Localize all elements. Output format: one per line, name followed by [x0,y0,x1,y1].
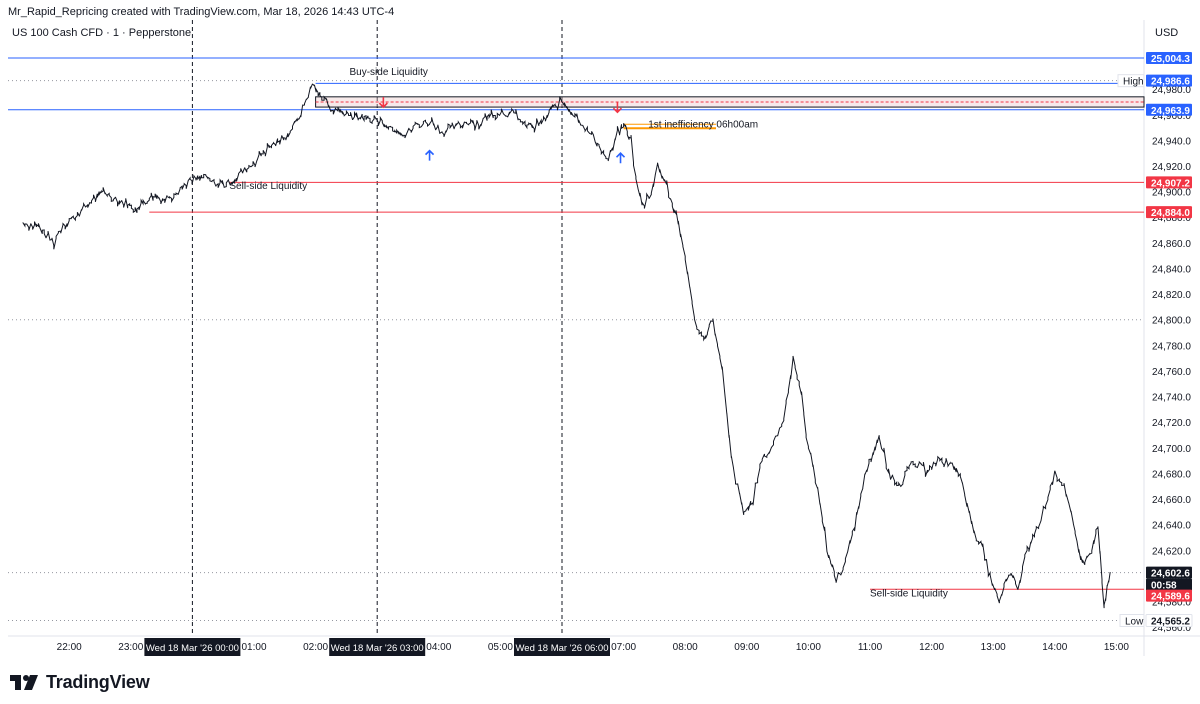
y-tick-label: 24,740.0 [1152,393,1191,404]
price-label-box-4 [1146,206,1192,219]
high-tag: High [1123,77,1144,88]
y-tick-label: 24,940.0 [1152,136,1191,147]
tradingview-logo-icon [10,675,38,690]
price-label-box-3 [1146,176,1192,189]
price-label: 24,565.2 [1151,616,1190,627]
price-label-box-8 [1145,613,1193,627]
y-tick-label: 24,720.0 [1152,418,1191,429]
x-tick-label: 07:00 [611,642,636,653]
y-tick-label: 24,620.0 [1152,546,1191,557]
annotation-2: 1st inefficiency 06h00am [648,120,758,131]
x-highlight-label: Wed 18 Mar '26 00:00 [146,643,239,654]
x-tick-label: 22:00 [57,642,82,653]
x-tick-label: 14:00 [1042,642,1067,653]
price-label: 24,884.0 [1151,208,1190,219]
y-tick-label: 24,700.0 [1152,444,1191,455]
price-label: 24,602.6 [1151,569,1190,580]
x-highlight-box-2 [514,638,610,656]
x-tick-label: 01:00 [241,642,266,653]
price-label-box-5 [1146,566,1192,579]
price-label: 24,986.6 [1151,77,1190,88]
price-label: 25,004.3 [1151,54,1190,65]
annotation-3: Sell-side Liquidity [870,588,948,599]
y-tick-label: 24,900.0 [1152,188,1191,199]
x-tick-label: 08:00 [673,642,698,653]
price-label: 24,963.9 [1151,106,1190,117]
arrow-up-icon [424,149,435,161]
x-highlight-box-0 [144,638,241,656]
x-tick-label: 15:00 [1104,642,1129,653]
x-highlight-label: Wed 18 Mar '26 06:00 [515,643,608,654]
high-tag-box [1117,74,1145,88]
arrow-down-icon [378,97,388,109]
arrow-up-icon [615,152,626,164]
price-label-box-2 [1146,103,1192,116]
footer-brand: TradingView [10,670,150,694]
x-tick-label: 12:00 [919,642,944,653]
x-tick-label: 10:00 [796,642,821,653]
y-tick-label: 24,800.0 [1152,316,1191,327]
annotation-1: Sell-side Liquidity [229,181,307,192]
symbol-title: US 100 Cash CFD · 1 · Pepperstone [12,27,191,39]
y-tick-label: 24,760.0 [1152,367,1191,378]
chart-caption: Mr_Rapid_Repricing created with TradingV… [8,6,395,18]
y-tick-label: 24,780.0 [1152,341,1191,352]
price-label: 24,589.6 [1151,592,1190,603]
low-tag: Low [1125,616,1144,627]
y-tick-label: 24,560.0 [1152,623,1191,634]
y-tick-label: 24,920.0 [1152,162,1191,173]
y-tick-label: 24,580.0 [1152,598,1191,609]
annotation-0: Buy-side Liquidity [349,67,427,78]
x-tick-label: 13:00 [981,642,1006,653]
price-label: 00:58 [1151,581,1177,592]
price-label-box-6 [1146,578,1192,591]
currency-label: USD [1155,27,1178,39]
x-tick-label: 05:00 [488,642,513,653]
low-tag-box [1119,613,1145,627]
price-series [22,83,1111,609]
price-label-box-1 [1146,74,1192,87]
y-tick-label: 24,880.0 [1152,213,1191,224]
x-highlight-label: Wed 18 Mar '26 03:00 [331,643,424,654]
price-label: 24,907.2 [1151,178,1190,189]
arrow-down-icon [612,102,623,114]
y-tick-label: 24,960.0 [1152,111,1191,122]
y-tick-label: 24,680.0 [1152,469,1191,480]
footer-brand-text: TradingView [46,671,150,692]
y-tick-label: 24,860.0 [1152,239,1191,250]
y-tick-label: 24,980.0 [1152,85,1191,96]
price-label-box-0 [1146,52,1192,65]
y-tick-label: 24,840.0 [1152,264,1191,275]
fvg-zone-0 [315,96,1145,108]
x-tick-label: 09:00 [734,642,759,653]
x-highlight-box-1 [329,638,426,656]
y-tick-label: 24,820.0 [1152,290,1191,301]
x-tick-label: 23:00 [118,642,143,653]
x-tick-label: 02:00 [303,642,328,653]
y-tick-label: 24,660.0 [1152,495,1191,506]
x-tick-label: 11:00 [858,642,883,653]
x-tick-label: 04:00 [426,642,451,653]
y-tick-label: 24,640.0 [1152,521,1191,532]
price-label-box-7 [1146,589,1192,602]
